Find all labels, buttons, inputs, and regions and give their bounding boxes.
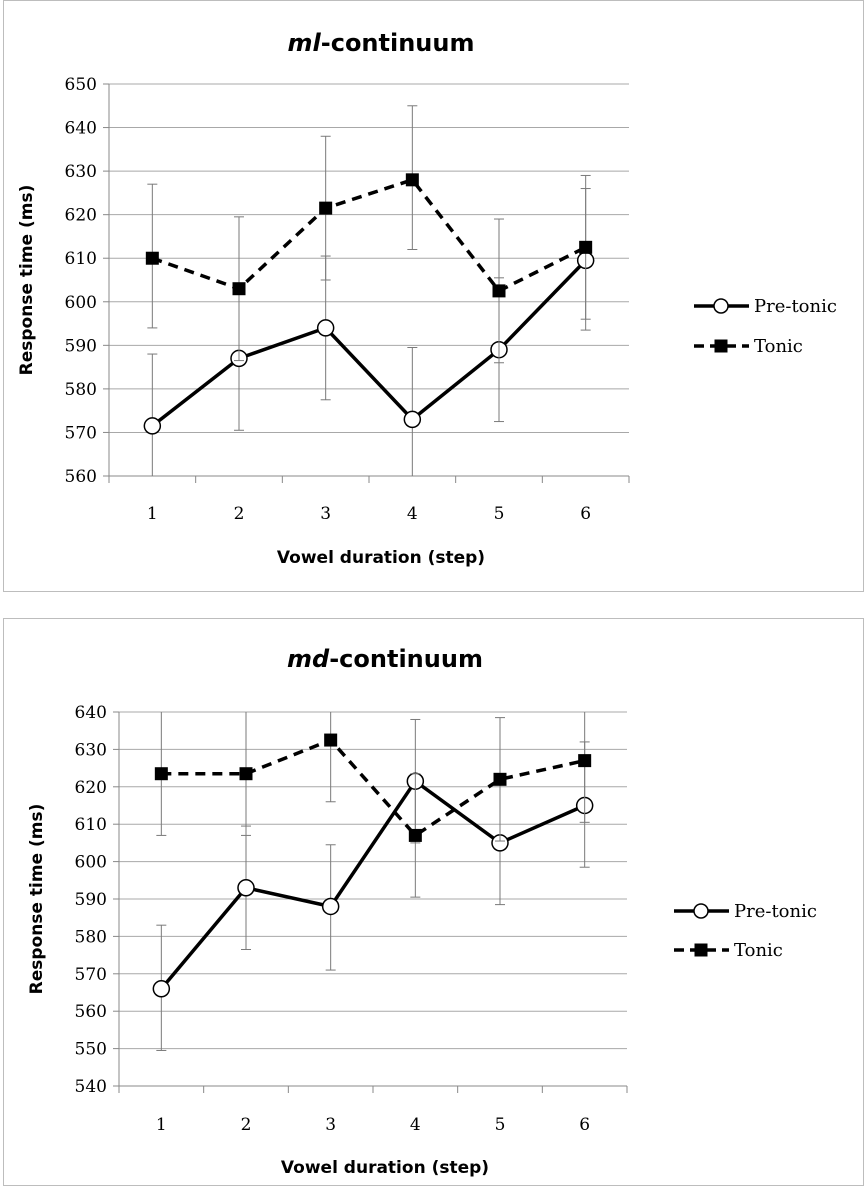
chart-title-rest: -continuum	[329, 645, 483, 673]
y-tick-label: 630	[65, 162, 97, 182]
series-tonic	[145, 105, 593, 364]
y-tick-label: 640	[65, 119, 97, 139]
x-tick-label: 4	[407, 504, 418, 524]
x-axis-label: Vowel duration (step)	[277, 548, 485, 568]
chart-panel-md: md-continuum 540 550 560 570 580 590 600 610 620 6…	[3, 618, 864, 1186]
x-tick-label: 4	[410, 1115, 421, 1135]
x-tick-label: 3	[320, 504, 331, 524]
legend-marker	[694, 943, 708, 957]
y-tick-label: 600	[65, 293, 97, 313]
y-axis-label: Response time (ms)	[17, 185, 37, 376]
legend-label: Pre-tonic	[754, 296, 837, 317]
legend-marker	[714, 339, 728, 353]
chart-title: md-continuum	[287, 645, 483, 673]
x-tick-label: 2	[241, 1115, 252, 1135]
series-line	[151, 259, 587, 428]
legend-marker	[713, 298, 729, 314]
series-pre-tonic	[152, 718, 594, 1051]
legend-marker	[693, 903, 709, 919]
y-tick-label: 580	[65, 380, 97, 400]
series-line	[161, 737, 586, 838]
legend-label: Pre-tonic	[734, 901, 817, 922]
legend: Pre-tonic Tonic	[694, 296, 837, 357]
legend-label: Tonic	[734, 940, 783, 961]
chart-ml-continuum: ml-continuum 560 570 580 590 600 610 620 630 640 6…	[17, 29, 837, 568]
chart-title-italic: md	[287, 645, 330, 673]
x-axis-label: Vowel duration (step)	[281, 1158, 489, 1178]
y-tick-label: 590	[75, 890, 107, 910]
series-tonic	[154, 712, 592, 898]
data-point	[408, 828, 422, 842]
x-tick-label: 5	[494, 504, 505, 524]
y-tick-label: 550	[75, 1040, 107, 1060]
data-point	[492, 284, 506, 298]
y-tick-label: 640	[75, 703, 107, 723]
legend-label: Tonic	[754, 336, 803, 357]
y-tick-label: 540	[75, 1077, 107, 1097]
data-point	[578, 754, 592, 768]
chart-title-rest: -continuum	[321, 29, 475, 57]
x-tick-label: 5	[495, 1115, 506, 1135]
data-point	[493, 772, 507, 786]
data-point	[316, 319, 335, 337]
series-line	[159, 778, 586, 990]
series-line	[151, 177, 587, 294]
data-point	[324, 733, 338, 747]
data-point	[145, 251, 159, 265]
data-point	[319, 201, 333, 215]
x-tick-label: 1	[156, 1115, 167, 1135]
y-tick-label: 610	[65, 249, 97, 269]
x-tick-label: 6	[579, 1115, 590, 1135]
y-tick-label: 580	[75, 927, 107, 947]
y-tick-label: 560	[65, 467, 97, 487]
data-point	[579, 240, 593, 254]
x-tick-label: 3	[325, 1115, 336, 1135]
chart-md-continuum: md-continuum 540 550 560 570 580 590 600 610 620 6…	[27, 645, 817, 1178]
y-tick-label: 570	[75, 965, 107, 985]
data-point	[403, 410, 422, 429]
data-point	[405, 173, 419, 187]
chart-title: ml-continuum	[288, 29, 475, 57]
x-tick-label: 6	[580, 504, 591, 524]
y-axis-label: Response time (ms)	[27, 804, 47, 995]
data-point	[232, 282, 246, 296]
y-tick-label: 650	[65, 75, 97, 95]
gridlines	[109, 83, 629, 477]
y-tick-label: 610	[75, 815, 107, 835]
data-point	[154, 767, 168, 781]
x-tick-label: 1	[147, 504, 158, 524]
data-point	[239, 767, 253, 781]
chart-panel-ml: ml-continuum 560 570 580 590 600 610 620 630 640 6…	[3, 0, 864, 592]
gridlines	[119, 711, 627, 1087]
chart-title-italic: ml	[288, 29, 322, 57]
data-point	[152, 980, 171, 998]
legend: Pre-tonic Tonic	[674, 901, 817, 961]
y-tick-label: 630	[75, 740, 107, 760]
y-tick-label: 620	[65, 206, 97, 226]
data-point	[321, 897, 340, 916]
y-tick-label: 560	[75, 1002, 107, 1022]
x-tick-label: 2	[234, 504, 245, 524]
data-point	[143, 417, 162, 435]
y-tick-label: 590	[65, 336, 97, 356]
data-point	[237, 879, 255, 897]
y-tick-label: 570	[65, 423, 97, 443]
y-tick-label: 620	[75, 778, 107, 798]
y-tick-label: 600	[75, 853, 107, 873]
